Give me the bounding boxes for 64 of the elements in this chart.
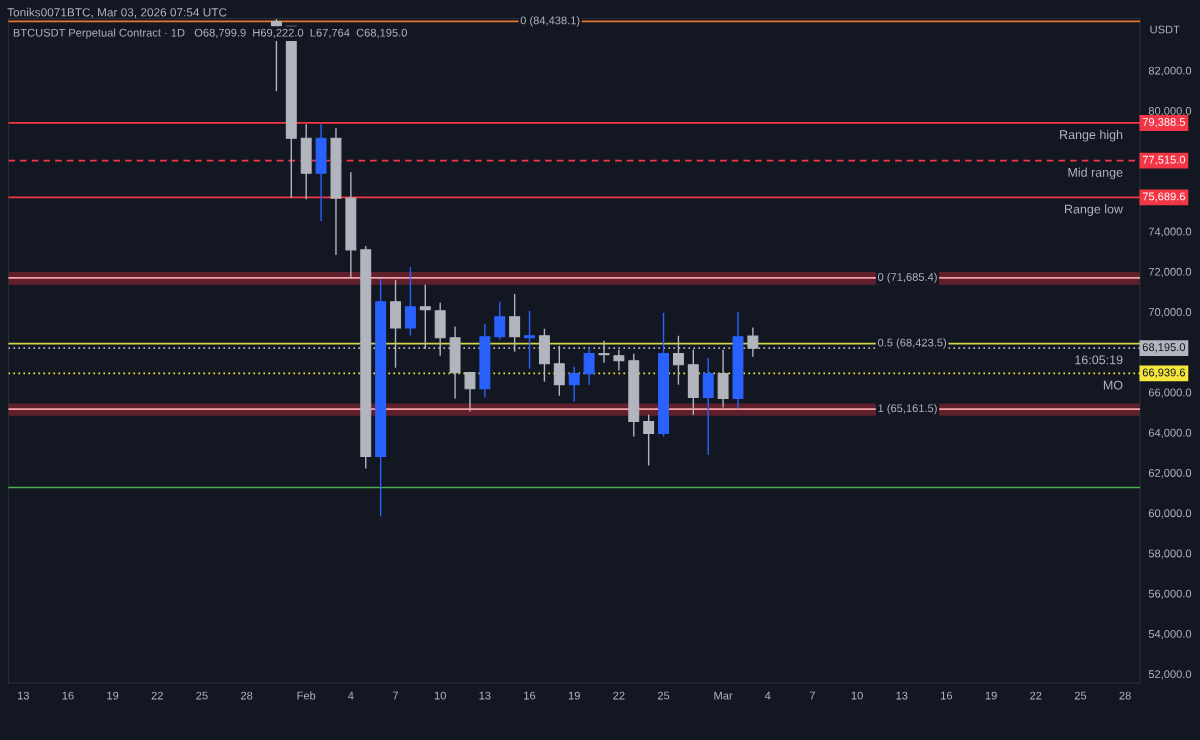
ref-line-label: 66,939.6	[1142, 368, 1186, 378]
x-tick-label: 7	[393, 691, 399, 700]
x-tick-label: 7	[809, 691, 815, 700]
candlestick	[524, 310, 536, 370]
y-tick-label: 66,000.0	[1148, 388, 1192, 398]
annotation: 16:05:19	[1075, 355, 1123, 365]
y-tick-label: 74,000.0	[1148, 227, 1192, 237]
x-tick-label: 13	[17, 691, 29, 700]
x-tick-label: Feb	[297, 691, 316, 700]
annotation: 0 (84,438.1)	[520, 16, 580, 27]
y-tick-label: 70,000.0	[1148, 308, 1192, 318]
x-tick-label: 22	[1030, 691, 1042, 700]
x-tick-label: 25	[196, 691, 208, 700]
x-tick-label: 13	[896, 691, 908, 700]
chart-title: Toniks0071BTC, Mar 03, 2026 07:54 UTC	[7, 7, 227, 18]
x-tick-label: 19	[107, 691, 119, 700]
x-tick-label: 25	[1074, 691, 1087, 700]
x-tick-label: 19	[568, 691, 580, 700]
x-tick-label: 10	[434, 691, 446, 700]
x-tick-label: 10	[851, 691, 863, 700]
ref-line-label: 77,515.0	[1142, 155, 1186, 165]
candlestick	[568, 366, 580, 403]
ref-line-label: 79,388.5	[1142, 118, 1186, 128]
annotation: 0 (71,685.4)	[877, 272, 937, 284]
x-tick-label: 28	[1119, 691, 1131, 700]
x-tick-label: 28	[241, 691, 253, 700]
x-tick-label: 4	[348, 691, 354, 700]
x-tick-label: 16	[62, 691, 74, 700]
y-tick-label: 60,000.0	[1148, 509, 1192, 519]
x-tick-label: Mar	[714, 691, 733, 700]
candlestick	[702, 357, 714, 456]
ref-line-label: 68,195.0	[1142, 343, 1186, 353]
text: BTCUSDT Perpetual Contract · 1D O68,799.9 H69,222.0 L67,764 C68,195.0	[13, 28, 407, 39]
y-tick-label: 58,000.0	[1148, 549, 1192, 559]
x-tick-label: 22	[151, 691, 163, 700]
y-tick-label: 54,000.0	[1148, 630, 1192, 640]
x-tick-label: 19	[985, 691, 997, 700]
candlestick	[464, 371, 476, 413]
annotation: MO	[1103, 380, 1123, 390]
candlestick	[583, 346, 595, 386]
x-tick-label: 22	[613, 691, 625, 700]
x-tick-label: 25	[657, 691, 670, 700]
y-tick-label: 64,000.0	[1148, 428, 1192, 438]
candlestick	[598, 340, 610, 364]
ref-line-label: 75,689.6	[1142, 192, 1186, 202]
x-tick-label: 4	[764, 691, 771, 700]
annotation: 0.5 (68,423.5)	[877, 338, 947, 349]
x-tick-label: 16	[524, 691, 536, 700]
x-tick-label: 16	[941, 691, 953, 700]
y-tick-label: 56,000.0	[1148, 589, 1192, 599]
y-axis-title: USDT	[1150, 25, 1180, 34]
annotation: Range low	[1064, 204, 1124, 216]
y-tick-label: 82,000.0	[1148, 66, 1192, 76]
candlestick	[494, 301, 506, 341]
candlestick	[404, 266, 416, 337]
y-tick-label: 62,000.0	[1148, 469, 1192, 479]
annotation: Range high	[1060, 129, 1123, 142]
annotation: Mid range	[1068, 167, 1123, 180]
y-tick-label: 80,000.0	[1148, 106, 1192, 117]
annotation: 1 (65,161.5)	[878, 404, 937, 415]
x-tick-label: 13	[479, 691, 491, 700]
y-tick-label: 52,000.0	[1148, 670, 1192, 680]
candlestick	[643, 413, 655, 467]
y-tick-label: 72,000.0	[1148, 267, 1192, 278]
